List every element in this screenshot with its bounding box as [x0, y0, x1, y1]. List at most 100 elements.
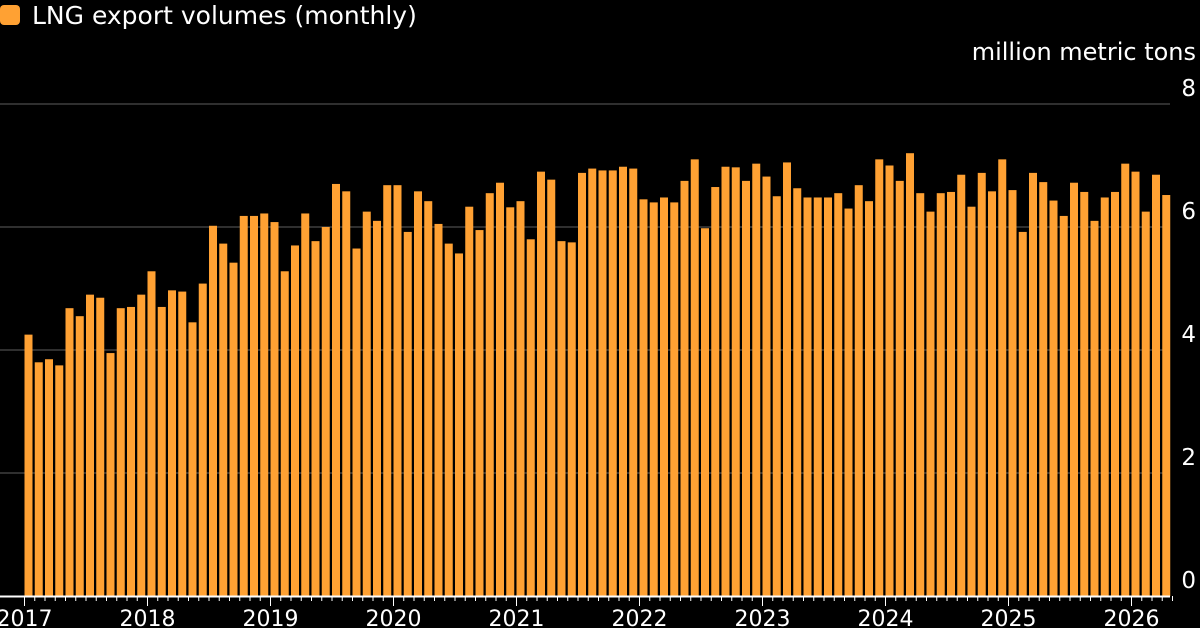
bar — [424, 201, 433, 597]
bar — [639, 199, 648, 596]
bar — [947, 191, 955, 596]
bar — [537, 171, 545, 596]
bar — [762, 176, 771, 596]
bar — [967, 206, 976, 596]
bar — [865, 201, 873, 597]
bar — [752, 163, 761, 596]
y-tick-label: 4 — [1181, 322, 1196, 348]
bar — [209, 225, 217, 596]
bar — [1131, 171, 1140, 596]
bar — [116, 308, 125, 596]
bar — [772, 196, 781, 596]
bar — [1070, 182, 1078, 596]
bars — [24, 153, 1171, 597]
x-tick-label: 2017 — [0, 607, 53, 628]
bar — [332, 183, 340, 596]
bar — [455, 253, 463, 596]
bar — [854, 185, 863, 596]
x-tick-label: 2022 — [612, 607, 668, 628]
bar — [598, 170, 607, 597]
bar — [875, 159, 884, 596]
bar — [988, 191, 996, 596]
legend: LNG export volumes (monthly) — [0, 0, 417, 30]
bar — [680, 180, 689, 596]
x-tick-label: 2018 — [120, 607, 176, 628]
bar — [649, 202, 658, 596]
bar — [731, 167, 740, 596]
bar — [414, 191, 422, 596]
bar — [824, 197, 832, 597]
y-axis-labels: 0 2 4 6 8 — [1181, 76, 1196, 594]
bar — [588, 168, 597, 596]
bar — [106, 353, 115, 596]
bar — [803, 197, 812, 597]
bar — [1018, 231, 1027, 597]
x-axis: 2017 2018 2019 2020 2021 2022 2023 2024 2025 2026 — [0, 595, 1173, 628]
bar — [608, 170, 617, 597]
bar — [844, 208, 853, 597]
bar — [444, 243, 453, 597]
legend-label: LNG export volumes (monthly) — [32, 0, 417, 30]
bar — [1141, 211, 1150, 596]
bar — [516, 201, 525, 597]
x-tick-label: 2024 — [858, 607, 914, 628]
bar — [916, 193, 925, 597]
bar — [1152, 174, 1160, 596]
bar — [813, 197, 822, 597]
bar — [34, 362, 43, 596]
x-tick-label: 2019 — [243, 607, 299, 628]
bar — [578, 172, 586, 596]
bar — [55, 365, 64, 596]
bar — [936, 193, 945, 597]
bar — [373, 220, 381, 596]
bar — [1100, 197, 1109, 597]
bar — [742, 180, 750, 596]
bar — [393, 185, 402, 596]
bar — [783, 162, 791, 597]
bar — [1121, 163, 1130, 596]
bar — [65, 308, 74, 596]
bar — [557, 241, 566, 596]
bar — [660, 197, 668, 597]
bar — [188, 322, 197, 596]
bar — [301, 213, 310, 596]
bar — [701, 228, 709, 597]
bar — [906, 153, 914, 596]
bar — [250, 215, 258, 596]
bar — [711, 187, 720, 596]
bar — [629, 168, 638, 596]
bar — [280, 271, 289, 596]
bar — [957, 174, 966, 596]
y-tick-label: 0 — [1181, 568, 1196, 594]
bar — [506, 207, 515, 596]
bar — [977, 172, 986, 596]
x-tick-label: 2021 — [489, 607, 545, 628]
bar — [147, 271, 156, 596]
y-tick-label: 2 — [1181, 445, 1196, 471]
bar — [342, 191, 351, 596]
bar — [1049, 200, 1058, 596]
bar — [260, 213, 269, 596]
x-tick-label: 2026 — [1104, 607, 1160, 628]
bar — [496, 182, 504, 596]
x-tick-label: 2020 — [366, 607, 422, 628]
bar — [434, 223, 443, 597]
bar — [137, 294, 146, 596]
bar — [895, 180, 904, 596]
bar — [96, 297, 105, 596]
bar — [127, 306, 135, 596]
bar — [311, 241, 320, 596]
bar — [239, 215, 248, 596]
bar — [168, 290, 176, 596]
bar — [1162, 195, 1171, 596]
bar — [75, 316, 84, 596]
bar — [475, 230, 484, 596]
bar — [998, 159, 1007, 596]
y-tick-label: 6 — [1181, 199, 1196, 225]
bar — [485, 193, 494, 597]
bar — [321, 227, 330, 596]
bar — [178, 291, 187, 596]
bar — [86, 294, 94, 596]
bar — [24, 334, 33, 596]
bar — [1029, 172, 1037, 596]
